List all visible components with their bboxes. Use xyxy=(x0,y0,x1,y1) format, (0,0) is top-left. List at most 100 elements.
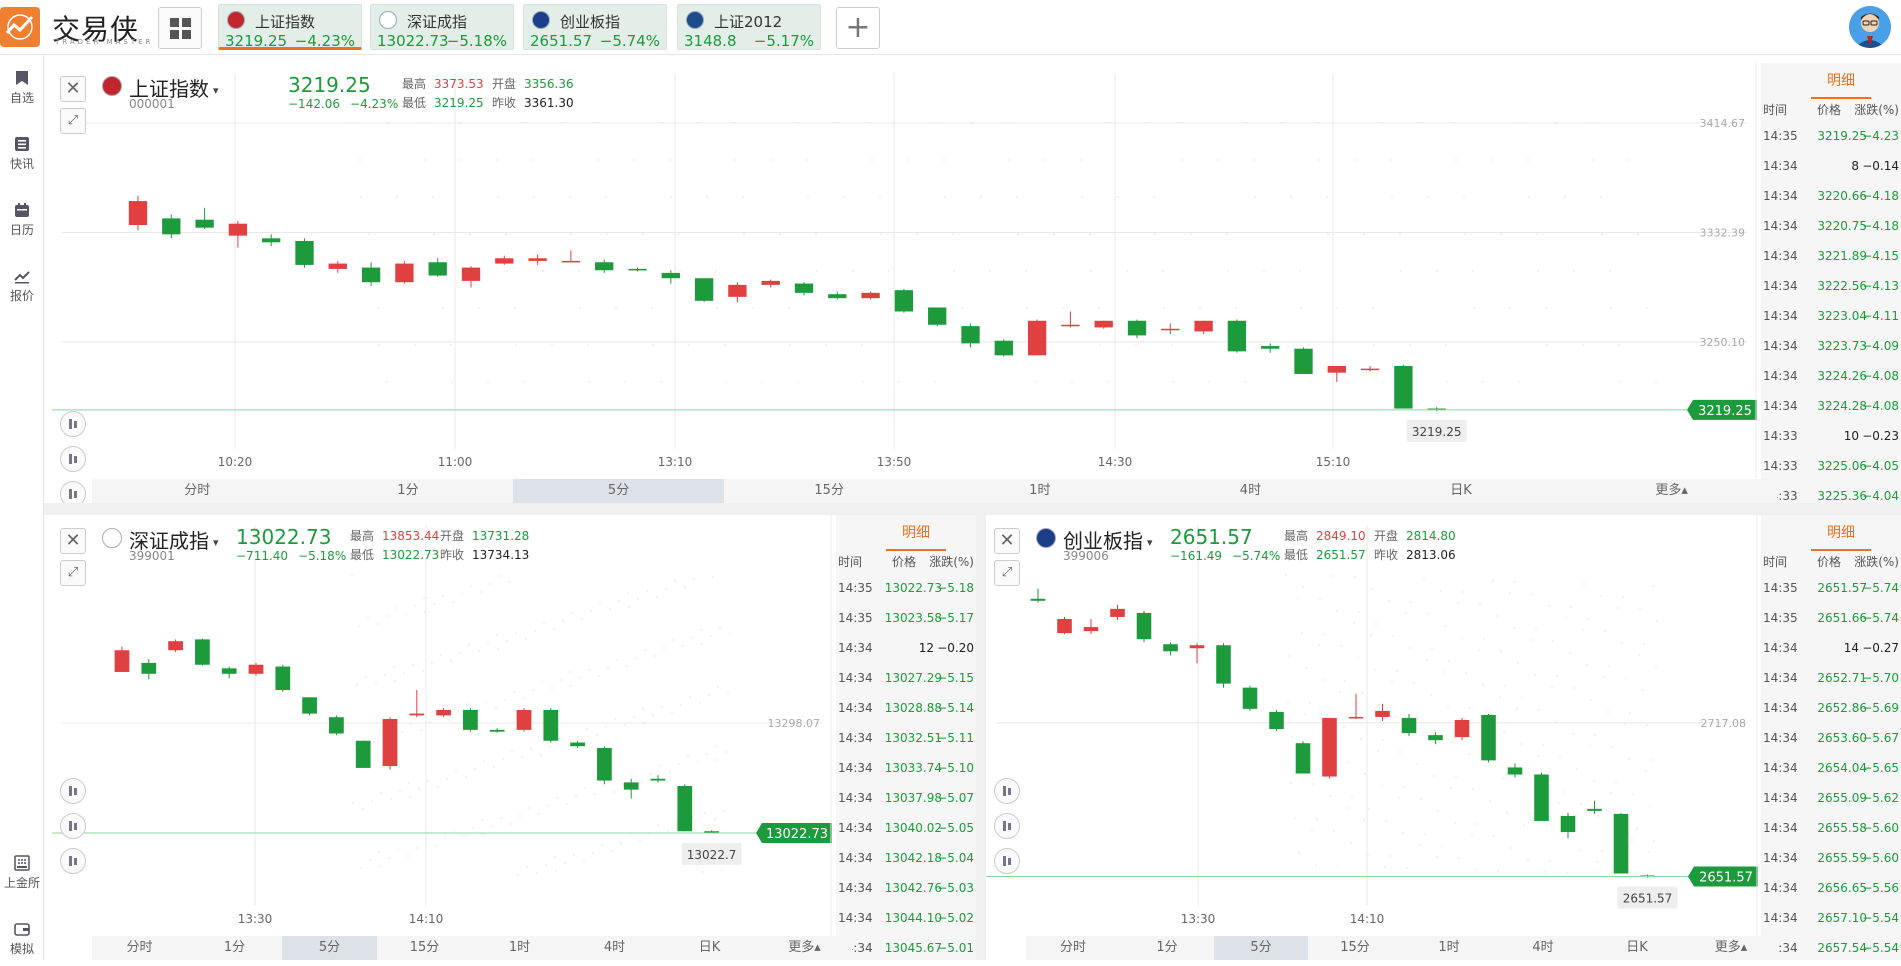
candle-type-icon[interactable] xyxy=(994,778,1020,804)
map-dot xyxy=(1332,575,1334,577)
index-name[interactable]: 深证成指 ▾ xyxy=(129,525,219,554)
sidebar-item[interactable]: 报价 xyxy=(0,263,44,313)
map-dot xyxy=(578,270,580,272)
close-icon[interactable]: ✕ xyxy=(60,528,86,554)
sidebar-item[interactable]: 模拟 xyxy=(0,916,44,966)
map-dot xyxy=(944,196,946,198)
map-dot xyxy=(1638,654,1640,656)
add-tab-button[interactable]: + xyxy=(836,7,880,49)
row-price: 3224.26 xyxy=(1817,369,1867,383)
map-dot xyxy=(352,802,354,804)
map-dot xyxy=(1597,815,1599,817)
map-dot xyxy=(1468,753,1470,755)
map-dot xyxy=(605,196,607,198)
map-dot xyxy=(1416,763,1418,765)
candle-type-icon[interactable] xyxy=(60,778,86,804)
candle-body xyxy=(382,719,398,767)
period-option[interactable]: 更多▴ xyxy=(1655,483,1688,498)
quote-tab[interactable]: 深证成指 13022.73 −5.18% xyxy=(370,4,514,50)
candle-body xyxy=(1295,743,1311,774)
period-option[interactable]: 日K xyxy=(1450,483,1472,498)
period-option[interactable]: 4时 xyxy=(1239,483,1262,498)
map-dot xyxy=(1424,833,1426,835)
quote-tab[interactable]: 上证指数 3219.25 −4.23% xyxy=(218,4,362,50)
map-dot xyxy=(594,793,596,795)
period-option[interactable]: 1时 xyxy=(1029,483,1051,498)
tab-detail[interactable]: 明细 xyxy=(886,515,946,551)
expand-icon[interactable]: ⤢ xyxy=(60,560,86,586)
user-avatar[interactable] xyxy=(1849,6,1891,48)
stat-value: 3219.25 xyxy=(434,96,484,110)
indicator-icon[interactable] xyxy=(60,848,86,874)
draw-pen-icon[interactable] xyxy=(994,813,1020,839)
candle-body xyxy=(1294,348,1313,374)
period-option[interactable]: 4时 xyxy=(1532,940,1554,955)
map-dot xyxy=(1564,196,1566,198)
tab-detail[interactable]: 明细 xyxy=(1811,515,1871,551)
sidebar-item[interactable]: 日历 xyxy=(0,197,44,247)
map-dot xyxy=(532,689,534,691)
period-option[interactable]: 分时 xyxy=(184,483,211,498)
period-option[interactable]: 15分 xyxy=(409,940,440,955)
period-option[interactable]: 日K xyxy=(1626,940,1648,955)
map-dot xyxy=(1381,785,1383,787)
period-option[interactable]: 分时 xyxy=(1059,940,1086,955)
close-icon[interactable]: ✕ xyxy=(994,528,1020,554)
draw-pen-icon[interactable] xyxy=(60,446,86,472)
candle-type-icon[interactable] xyxy=(60,411,86,437)
candlestick-chart[interactable]: 13:30 14:10 2717.08 2651.57 2651.57 xyxy=(986,515,1758,936)
period-option[interactable]: 更多▴ xyxy=(788,940,821,955)
period-option[interactable]: 5分 xyxy=(282,936,377,960)
table-row: 14:35 3219.25 −4.23 xyxy=(1761,121,1901,151)
indicator-icon[interactable] xyxy=(994,848,1020,874)
period-option[interactable]: 1时 xyxy=(1438,940,1460,955)
period-option[interactable]: 1分 xyxy=(1156,940,1178,955)
period-option[interactable]: 1分 xyxy=(223,940,246,955)
map-dot xyxy=(1535,628,1537,630)
period-option[interactable]: 日K xyxy=(698,940,721,955)
sidebar-item[interactable]: 快讯 xyxy=(0,131,44,181)
expand-icon[interactable]: ⤢ xyxy=(60,108,86,134)
period-option[interactable]: 分时 xyxy=(126,940,153,955)
draw-pen-icon[interactable] xyxy=(60,813,86,839)
period-option[interactable]: 4时 xyxy=(603,940,626,955)
row-price: 13042.18 xyxy=(884,851,942,865)
map-dot xyxy=(1373,344,1375,346)
map-dot xyxy=(431,662,433,664)
map-dot xyxy=(614,718,616,720)
candlestick-chart[interactable]: 13:30 14:10 13298.07 13022.73 13022.7 xyxy=(52,515,832,936)
tab-detail[interactable]: 明细 xyxy=(1811,63,1871,99)
row-change: −5.01 xyxy=(937,941,974,955)
period-option[interactable]: 15分 xyxy=(1340,940,1370,955)
index-name[interactable]: 上证指数 ▾ xyxy=(129,73,219,102)
indicator-icon[interactable] xyxy=(60,481,86,503)
period-option[interactable]: 1分 xyxy=(397,483,419,498)
layout-grid-button[interactable] xyxy=(158,7,202,49)
candle-body xyxy=(128,201,148,226)
candle-body xyxy=(1560,815,1576,833)
period-option[interactable]: 更多▴ xyxy=(1714,940,1748,955)
close-icon[interactable]: ✕ xyxy=(60,76,86,102)
candlestick-chart[interactable]: 10:20 11:00 13:10 13:50 14:30 15:10 3414.67 333… xyxy=(52,63,1757,479)
grid-icon xyxy=(13,854,31,872)
period-option[interactable]: 1时 xyxy=(508,940,531,955)
quote-tab[interactable]: 创业板指 2651.57 −5.74% xyxy=(523,4,667,50)
sidebar-item[interactable]: 上金所 xyxy=(0,850,44,900)
map-dot xyxy=(1479,603,1481,605)
period-option[interactable]: 15分 xyxy=(814,483,844,498)
row-change: −0.14 xyxy=(1862,159,1899,173)
candle-body xyxy=(436,709,451,716)
index-name[interactable]: 创业板指 ▾ xyxy=(1063,525,1153,554)
sidebar-item[interactable]: 自选 xyxy=(0,65,44,115)
map-dot xyxy=(701,643,703,645)
map-dot xyxy=(403,672,405,674)
map-dot xyxy=(1322,679,1324,681)
map-dot xyxy=(852,270,854,272)
map-dot xyxy=(1506,812,1508,814)
period-option[interactable]: 5分 xyxy=(1214,936,1308,960)
quote-tab[interactable]: 上证2012 3148.8 −5.17% xyxy=(677,4,821,50)
period-option[interactable]: 5分 xyxy=(513,479,724,503)
candle-body xyxy=(162,218,181,235)
map-dot xyxy=(1464,233,1466,235)
expand-icon[interactable]: ⤢ xyxy=(994,560,1020,586)
